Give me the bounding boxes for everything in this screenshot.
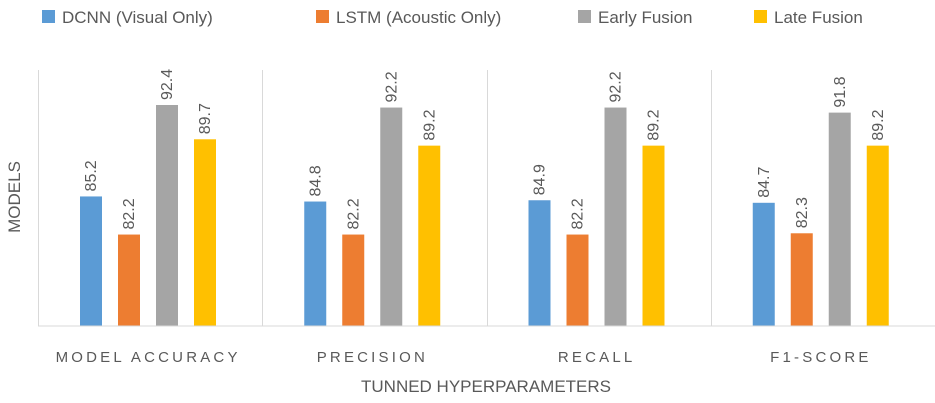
data-label: 82.2: [345, 198, 362, 229]
legend-swatch: [42, 10, 55, 23]
category-label-recall: RECALL: [558, 349, 636, 366]
legend-item-lstm-acoustic-only: LSTM (Acoustic Only): [316, 8, 501, 27]
bar-lstm-acoustic-only-model-accuracy: [118, 234, 140, 326]
data-label: 89.2: [870, 109, 887, 140]
data-label: 84.9: [532, 164, 549, 195]
bar-late-fusion-precision: [418, 145, 441, 326]
bar-late-fusion-recall: [642, 145, 665, 326]
data-label: 82.2: [121, 198, 138, 229]
data-label: 89.2: [421, 109, 438, 140]
bar-early-fusion-model-accuracy: [156, 105, 178, 326]
legend-label: DCNN (Visual Only): [62, 8, 213, 27]
category-label-precision: PRECISION: [317, 349, 428, 366]
data-label: 84.7: [756, 167, 773, 198]
data-label: 82.3: [794, 197, 811, 228]
data-label: 91.8: [832, 76, 849, 107]
legend-item-late-fusion: Late Fusion: [754, 8, 863, 27]
bar-early-fusion-precision: [380, 107, 403, 327]
legend-swatch: [316, 10, 329, 23]
legend: DCNN (Visual Only) LSTM (Acoustic Only) Ea…: [42, 8, 863, 27]
data-label: 89.2: [646, 109, 663, 140]
legend-item-dcnn-visual-only: DCNN (Visual Only): [42, 8, 213, 27]
bar-lstm-acoustic-only-precision: [342, 234, 365, 326]
y-axis-label: MODELS: [5, 161, 24, 233]
bar-early-fusion-f1-score: [828, 112, 851, 326]
legend-swatch: [754, 10, 767, 23]
bar-early-fusion-recall: [604, 107, 627, 327]
category-separators: [38, 70, 712, 326]
data-label: 92.4: [159, 69, 176, 100]
bars: 85.2 82.2 92.4 89.7 84.8 82.2 92.2 89.2 84.9 82.2…: [80, 69, 889, 327]
x-axis-label: TUNNED HYPERPARAMETERS: [361, 377, 611, 396]
legend-label: Late Fusion: [774, 8, 863, 27]
bar-dcnn-visual-only-f1-score: [752, 202, 775, 326]
legend-label: LSTM (Acoustic Only): [336, 8, 501, 27]
bar-dcnn-visual-only-model-accuracy: [80, 196, 102, 326]
legend-label: Early Fusion: [598, 8, 692, 27]
data-label: 85.2: [83, 160, 100, 191]
legend-swatch: [578, 10, 591, 23]
data-label: 92.2: [608, 71, 625, 102]
data-label: 82.2: [570, 198, 587, 229]
bar-late-fusion-f1-score: [866, 145, 889, 326]
category-label-f1-score: F1-SCORE: [770, 349, 871, 366]
data-label: 89.7: [197, 103, 214, 134]
bar-late-fusion-model-accuracy: [194, 139, 216, 326]
bar-dcnn-visual-only-recall: [528, 200, 551, 326]
bar-lstm-acoustic-only-recall: [566, 234, 589, 326]
data-label: 84.8: [307, 165, 324, 196]
legend-item-early-fusion: Early Fusion: [578, 8, 692, 27]
data-label: 92.2: [383, 71, 400, 102]
bar-dcnn-visual-only-precision: [304, 201, 327, 326]
category-label-model-accuracy: MODEL ACCURACY: [56, 349, 241, 366]
bar-lstm-acoustic-only-f1-score: [790, 233, 813, 326]
category-tick-labels: MODEL ACCURACY PRECISION RECALL F1-SCORE: [56, 349, 871, 366]
